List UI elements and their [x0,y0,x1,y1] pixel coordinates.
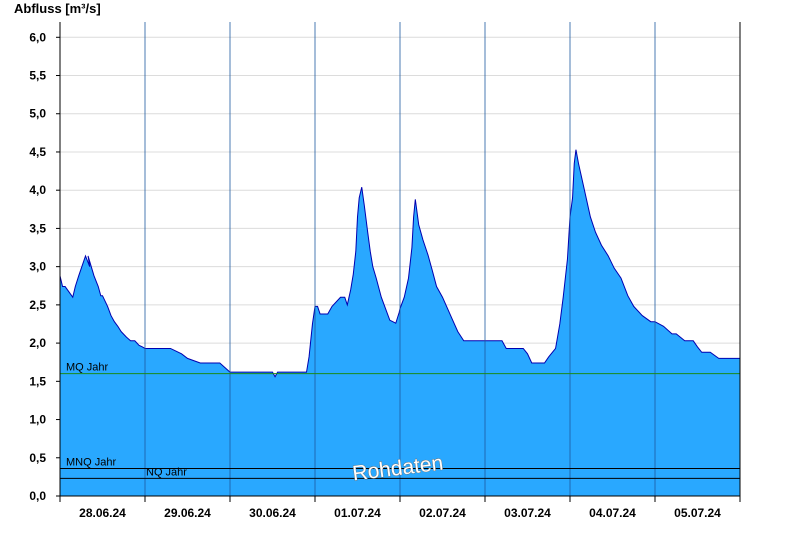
y-tick-label: 0,5 [29,451,46,465]
reference-line-label: NQ Jahr [146,466,187,478]
x-tick-label: 02.07.24 [419,506,466,520]
x-tick-label: 29.06.24 [164,506,211,520]
y-tick-label: 0,0 [29,489,46,503]
y-tick-label: 3,0 [29,260,46,274]
y-axis-label: Abfluss [m³/s] [14,1,101,16]
reference-line-label: MQ Jahr [66,362,109,374]
y-tick-label: 6,0 [29,30,46,44]
reference-line-label: MNQ Jahr [66,456,116,468]
x-tick-label: 04.07.24 [589,506,636,520]
x-tick-labels: 28.06.24 29.06.24 30.06.24 01.07.24 02.07.24… [59,496,741,520]
day-separator-lines [144,22,656,496]
y-tick-label: 5,5 [29,69,46,83]
y-tick-label: 4,5 [29,145,46,159]
y-tick-label: 1,5 [29,374,46,388]
y-tick-labels: 0,0 0,5 1,0 1,5 2,0 2,5 3,0 3,5 4,0 4,5 5,0 5,5 6,0 [29,30,60,503]
x-tick-label: 01.07.24 [334,506,381,520]
x-tick-label: 28.06.24 [79,506,126,520]
y-tick-label: 2,0 [29,336,46,350]
x-tick-label: 30.06.24 [249,506,296,520]
y-tick-label: 4,0 [29,183,46,197]
y-tick-label: 1,0 [29,413,46,427]
x-tick-label: 03.07.24 [504,506,551,520]
x-tick-label: 05.07.24 [674,506,721,520]
y-tick-label: 5,0 [29,107,46,121]
discharge-series-line [59,149,740,378]
y-tick-label: 2,5 [29,298,46,312]
y-tick-label: 3,5 [29,221,46,235]
reference-lines: MQ Jahr MNQ Jahr NQ Jahr [60,362,740,479]
